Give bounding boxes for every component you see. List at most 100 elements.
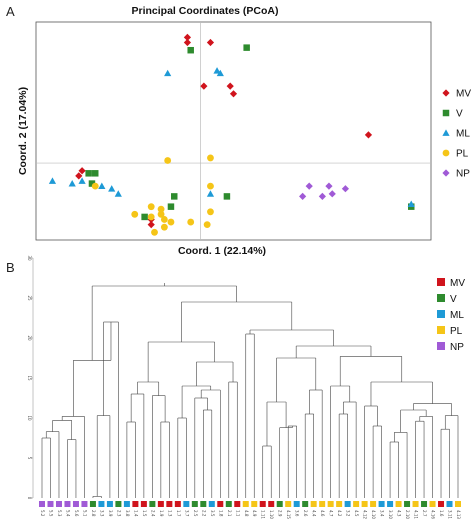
leaf-group-swatch-ml — [106, 501, 113, 507]
leaf-group-swatch-pl — [395, 501, 402, 507]
leaf-group-swatch-mv — [268, 501, 275, 507]
pcoa-point-v — [167, 203, 175, 210]
pcoa-point-v — [243, 44, 250, 51]
panel-b-letter: B — [6, 260, 15, 275]
dendrogram-tick-label: 25 — [27, 295, 32, 301]
leaf-group-swatch-ml — [344, 501, 351, 507]
legend-marker-np — [442, 169, 450, 177]
pcoa-title: Principal Coordinates (PCoA) — [131, 5, 278, 17]
leaf-group-swatch-mv — [140, 501, 147, 507]
leaf-label: 3.5 — [210, 510, 215, 517]
leaf-label: 4.5 — [354, 510, 359, 517]
leaf-group-swatch-np — [81, 501, 88, 507]
pcoa-point-v — [223, 193, 231, 200]
leaf-label: 1.5 — [142, 510, 147, 517]
dendrogram-tick-label: 20 — [27, 335, 32, 341]
leaf-label: 4.10 — [371, 510, 376, 519]
dendrogram-legend: MV V ML PL NP — [437, 278, 465, 353]
pcoa-point-np — [318, 192, 326, 200]
pcoa-point-pl — [203, 221, 211, 229]
leaf-group-swatch-pl — [455, 501, 461, 507]
leaf-group-swatch-pl — [242, 501, 249, 507]
leaf-label: 3.11 — [448, 510, 453, 519]
pcoa-point-v — [88, 180, 96, 187]
pcoa-point-np — [299, 192, 307, 200]
leaf-label: 4.3 — [397, 510, 402, 517]
leaf-group-swatch-pl — [353, 501, 360, 507]
leaf-group-swatch-pl — [429, 501, 436, 507]
pcoa-point-pl — [207, 154, 214, 162]
dendro-legend-label-mv: MV — [450, 278, 465, 289]
leaf-label: 2.6 — [303, 510, 308, 517]
leaf-label: 1.1 — [235, 510, 240, 517]
leaf-group-swatch-v — [89, 501, 96, 507]
leaf-group-swatch-np — [64, 501, 71, 507]
pcoa-point-v — [92, 170, 99, 177]
leaf-label: 4.15 — [286, 510, 291, 519]
pcoa-point-pl — [147, 203, 155, 211]
legend-marker-mv — [442, 89, 450, 97]
pcoa-y-axis-label: Coord. 2 (17.04%) — [17, 87, 29, 175]
dendro-legend-swatch-v — [437, 294, 445, 302]
legend-label-mv: MV — [456, 89, 471, 100]
dendrogram-tree — [41, 283, 459, 498]
pcoa-point-pl — [91, 182, 99, 190]
leaf-label: 2.9 — [278, 510, 283, 517]
pcoa-points — [48, 33, 415, 236]
pcoa-plot-frame — [35, 21, 432, 241]
leaf-label: 4.13 — [456, 510, 461, 519]
pcoa-point-mv — [226, 82, 234, 90]
pcoa-point-pl — [157, 210, 165, 218]
dendro-legend-label-pl: PL — [450, 326, 463, 337]
leaf-group-swatch-mv — [438, 501, 445, 507]
pcoa-point-ml — [213, 67, 221, 74]
leaf-group-swatch-mv — [234, 501, 241, 507]
legend-label-np: NP — [456, 169, 470, 180]
leaf-group-swatch-ml — [123, 501, 130, 507]
leaf-label: 1.11 — [261, 510, 266, 519]
leaf-group-swatch-pl — [310, 501, 317, 507]
pcoa-point-mv — [183, 33, 192, 41]
pcoa-point-pl — [157, 205, 165, 213]
pcoa-point-pl — [131, 210, 139, 218]
leaf-group-swatch-v — [404, 501, 411, 507]
leaf-group-swatch-pl — [285, 501, 292, 507]
dendrogram-y-axis: 0 5 10 15 20 25 30 — [27, 255, 34, 500]
dendro-legend-swatch-ml — [437, 310, 445, 318]
legend-label-v: V — [456, 109, 463, 120]
leaf-label: 3.7 — [184, 510, 189, 517]
legend-marker-pl — [442, 149, 450, 157]
pcoa-point-pl — [151, 228, 158, 236]
pcoa-point-mv — [147, 221, 155, 229]
pcoa-point-np — [325, 182, 333, 190]
dendro-legend-swatch-mv — [437, 278, 445, 286]
leaf-group-swatch-mv — [157, 501, 164, 507]
pcoa-point-ml — [114, 190, 122, 197]
leaf-label: 2.4 — [150, 510, 155, 517]
leaf-label: 1.3 — [167, 510, 172, 517]
pcoa-point-mv — [229, 90, 238, 98]
leaf-label: 3.3 — [99, 510, 104, 517]
leaf-label: 4.12 — [363, 510, 368, 519]
leaf-group-swatch-v — [302, 501, 309, 507]
leaf-label: 2.7 — [422, 510, 427, 517]
leaf-label: 5.4 — [65, 510, 70, 517]
pcoa-x-axis-label: Coord. 1 (22.14%) — [178, 245, 266, 257]
panel-a-letter: A — [6, 4, 15, 19]
pcoa-point-pl — [187, 218, 195, 226]
leaf-group-swatch-pl — [370, 501, 377, 507]
leaf-group-swatch-ml — [387, 501, 394, 507]
pcoa-point-ml — [98, 182, 106, 190]
pcoa-point-v — [171, 193, 178, 200]
dendrogram-leaves: 5.2 5.5 5.3 5.4 5.6 5.1 2.8 3.3 3.9 2.3 3.8 1.4 1.5 2… — [39, 501, 461, 519]
leaf-group-swatch-v — [149, 501, 156, 507]
leaf-group-swatch-v — [191, 501, 198, 507]
pcoa-point-mv — [206, 38, 215, 47]
leaf-label: 3.6 — [295, 510, 300, 517]
dendro-legend-swatch-pl — [437, 326, 445, 334]
pcoa-point-mv — [183, 38, 192, 47]
leaf-group-swatch-pl — [327, 501, 334, 507]
leaf-label: 1.4 — [133, 510, 138, 517]
leaf-group-swatch-pl — [251, 501, 258, 507]
leaf-group-swatch-v — [225, 501, 232, 507]
